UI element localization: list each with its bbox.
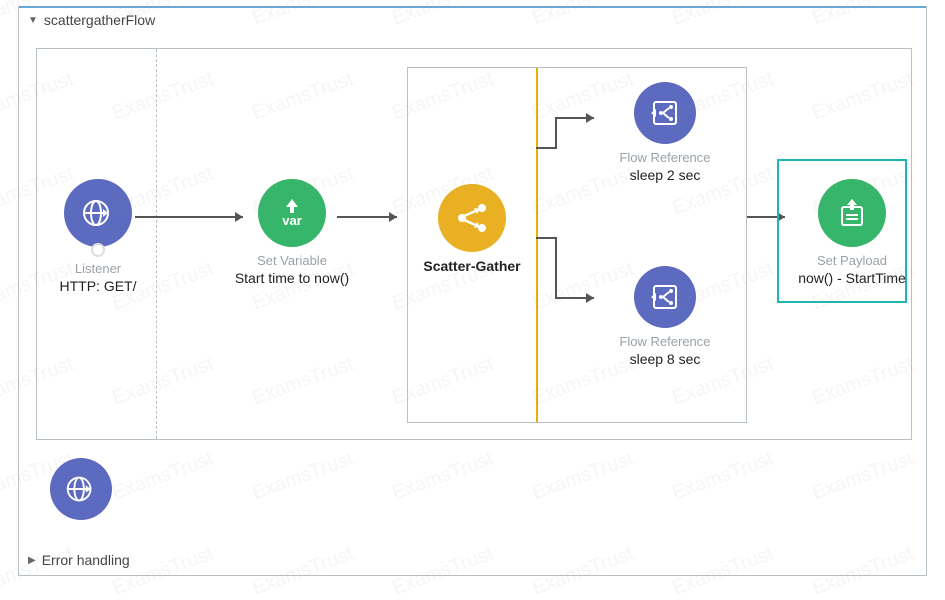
set-payload-sub: now() - StartTime <box>787 270 917 286</box>
flow-reference-icon <box>634 266 696 328</box>
svg-text:var: var <box>282 213 302 228</box>
listener-node[interactable]: Listener HTTP: GET/ <box>43 179 153 294</box>
flow-title: scattergatherFlow <box>44 12 155 28</box>
expand-toggle-icon[interactable]: ▶ <box>28 555 36 566</box>
set-variable-label: Set Variable <box>217 253 367 268</box>
scatter-gather-node[interactable]: Scatter-Gather <box>416 184 528 274</box>
connector-dot <box>91 243 105 257</box>
flow-reference-2-node[interactable]: Flow Reference sleep 8 sec <box>600 266 730 367</box>
listener-label: Listener <box>43 261 153 276</box>
flow-reference-1-node[interactable]: Flow Reference sleep 2 sec <box>600 82 730 183</box>
arrow-branch-top <box>536 108 606 168</box>
error-handling-label: Error handling <box>42 552 130 568</box>
set-payload-label: Set Payload <box>787 253 917 268</box>
http-listener-icon <box>64 179 132 247</box>
flow-ref1-label: Flow Reference <box>600 150 730 165</box>
flow-ref1-sub: sleep 2 sec <box>600 167 730 183</box>
arrow-branch-bottom <box>536 238 606 318</box>
set-variable-node[interactable]: var Set Variable Start time to now() <box>217 179 367 286</box>
scatter-gather-divider <box>536 68 538 422</box>
scatter-gather-container: Scatter-Gather <box>407 67 747 423</box>
flow-title-row[interactable]: ▼ scattergatherFlow <box>28 12 155 28</box>
set-payload-node[interactable]: Set Payload now() - StartTime <box>787 179 917 286</box>
flow-reference-icon <box>634 82 696 144</box>
http-icon <box>50 458 112 520</box>
flow-ref2-sub: sleep 8 sec <box>600 351 730 367</box>
scatter-gather-icon <box>438 184 506 252</box>
set-payload-icon <box>818 179 886 247</box>
flow-canvas: Listener HTTP: GET/ var Set Variable Sta… <box>36 48 912 440</box>
set-variable-sub: Start time to now() <box>217 270 367 286</box>
collapse-toggle-icon[interactable]: ▼ <box>28 15 38 26</box>
orphan-http-icon[interactable] <box>50 458 112 526</box>
flow-ref2-label: Flow Reference <box>600 334 730 349</box>
listener-sub: HTTP: GET/ <box>43 278 153 294</box>
set-variable-icon: var <box>258 179 326 247</box>
scatter-gather-label: Scatter-Gather <box>416 258 528 274</box>
error-handling-row[interactable]: ▶ Error handling <box>28 552 130 568</box>
